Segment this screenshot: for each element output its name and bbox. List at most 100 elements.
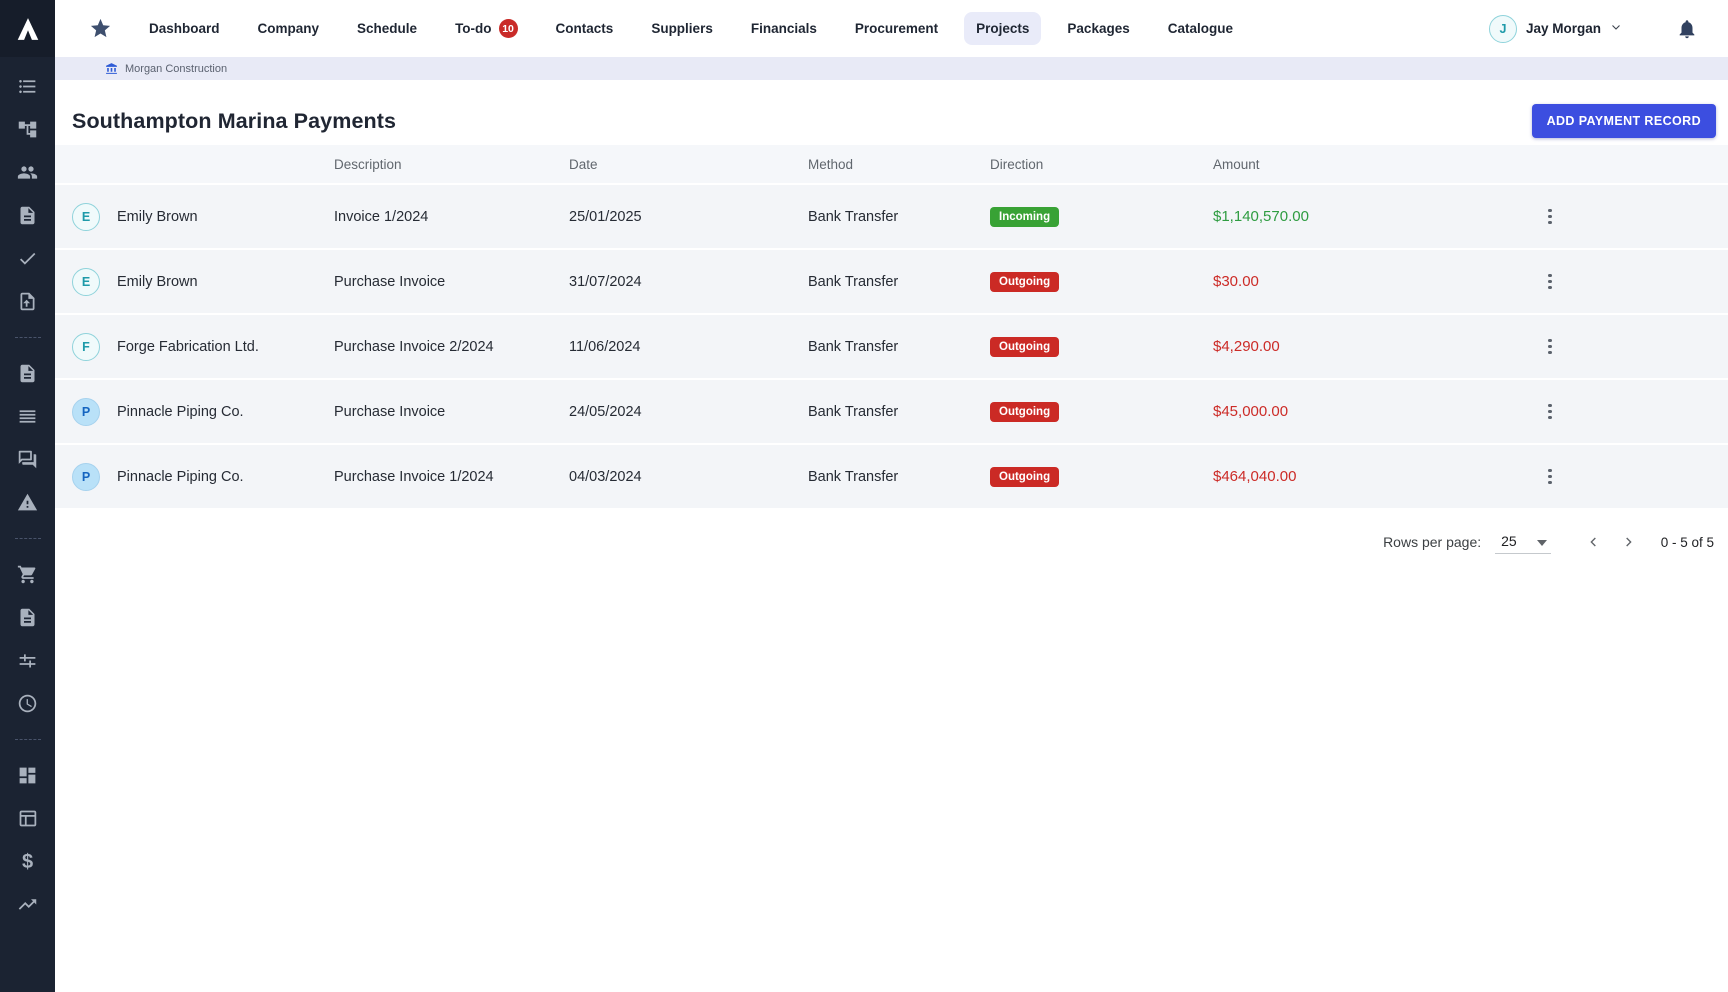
sidebar-item-warning[interactable] bbox=[0, 481, 55, 524]
chevron-right-icon bbox=[1625, 537, 1632, 547]
nav-item-label: Projects bbox=[976, 21, 1030, 36]
description-cell: Invoice 1/2024 bbox=[334, 208, 429, 225]
actions-cell bbox=[1500, 398, 1728, 426]
chevron-down-icon bbox=[1610, 20, 1622, 38]
row-menu-button[interactable] bbox=[1536, 398, 1564, 426]
table-row[interactable]: F Forge Fabrication Ltd. Purchase Invoice … bbox=[55, 315, 1728, 380]
direction-badge: Outgoing bbox=[990, 401, 1060, 422]
table-row[interactable]: P Pinnacle Piping Co. Purchase Invoice 24/0… bbox=[55, 380, 1728, 445]
nav-item-financials[interactable]: Financials bbox=[739, 12, 829, 45]
method-cell: Bank Transfer bbox=[808, 338, 899, 355]
nav-item-schedule[interactable]: Schedule bbox=[345, 12, 429, 45]
sidebar-item-people[interactable] bbox=[0, 151, 55, 194]
nav-item-label: Catalogue bbox=[1167, 21, 1233, 36]
trending-up-icon bbox=[18, 899, 37, 910]
notifications-button[interactable] bbox=[1676, 18, 1698, 40]
row-menu-button[interactable] bbox=[1536, 268, 1564, 296]
todo-count-badge: 10 bbox=[498, 19, 518, 38]
nav-item-contacts[interactable]: Contacts bbox=[544, 12, 626, 45]
nav-item-to-do[interactable]: To-do 10 bbox=[443, 10, 529, 47]
direction-cell: Outgoing bbox=[990, 401, 1213, 422]
actions-cell bbox=[1500, 333, 1728, 361]
sidebar-item-cart[interactable] bbox=[0, 553, 55, 596]
cart-icon bbox=[17, 565, 36, 584]
sidebar-item-tune[interactable] bbox=[0, 639, 55, 682]
sidebar-item-clock[interactable] bbox=[0, 682, 55, 725]
date-cell: 25/01/2025 bbox=[569, 208, 642, 225]
chat-icon bbox=[18, 450, 37, 469]
payee-cell: E Emily Brown bbox=[72, 202, 334, 231]
row-menu-button[interactable] bbox=[1536, 333, 1564, 361]
nav-item-projects[interactable]: Projects bbox=[964, 12, 1042, 45]
clock-icon bbox=[18, 694, 37, 713]
payee-avatar: E bbox=[72, 267, 100, 296]
kebab-dot bbox=[1548, 285, 1552, 290]
sidebar-item-document[interactable] bbox=[0, 352, 55, 395]
document-icon bbox=[20, 364, 35, 383]
nav-item-suppliers[interactable]: Suppliers bbox=[639, 12, 725, 45]
kebab-dot bbox=[1548, 403, 1552, 408]
previous-page-button[interactable] bbox=[1577, 525, 1611, 559]
sidebar-item-file-upload[interactable] bbox=[0, 280, 55, 323]
nav-item-packages[interactable]: Packages bbox=[1055, 12, 1141, 45]
date-cell: 11/06/2024 bbox=[569, 338, 641, 355]
header-date: Date bbox=[569, 156, 598, 172]
date-cell: 31/07/2024 bbox=[569, 273, 642, 290]
table-row[interactable]: P Pinnacle Piping Co. Purchase Invoice 1/2… bbox=[55, 445, 1728, 510]
sidebar-item-hierarchy[interactable] bbox=[0, 108, 55, 151]
app-logo[interactable] bbox=[0, 0, 55, 57]
sidebar-item-trending-up[interactable] bbox=[0, 883, 55, 926]
breadcrumb-company[interactable]: Morgan Construction bbox=[105, 62, 227, 75]
sidebar-item-dollar[interactable]: $ bbox=[0, 840, 55, 883]
sidebar-divider bbox=[14, 538, 41, 539]
sidebar-divider bbox=[14, 739, 41, 740]
sidebar-item-list[interactable] bbox=[0, 65, 55, 108]
breadcrumb-label: Morgan Construction bbox=[125, 62, 228, 75]
breadcrumb: Morgan Construction bbox=[55, 57, 1728, 80]
next-page-button[interactable] bbox=[1611, 525, 1645, 559]
sidebar-item-chat[interactable] bbox=[0, 438, 55, 481]
kebab-dot bbox=[1548, 220, 1552, 225]
rows-per-page-value: 25 bbox=[1501, 532, 1517, 549]
table-row[interactable]: E Emily Brown Purchase Invoice 31/07/2024 Ba… bbox=[55, 250, 1728, 315]
row-menu-button[interactable] bbox=[1536, 203, 1564, 231]
direction-badge: Incoming bbox=[990, 206, 1060, 227]
favorites-button[interactable] bbox=[85, 14, 115, 44]
sidebar-divider bbox=[14, 337, 41, 338]
row-menu-button[interactable] bbox=[1536, 463, 1564, 491]
kebab-dot bbox=[1548, 468, 1552, 473]
sidebar: $ bbox=[0, 0, 55, 992]
table-row[interactable]: E Emily Brown Invoice 1/2024 25/01/2025 Bank… bbox=[55, 185, 1728, 250]
pagination-range: 0 - 5 of 5 bbox=[1660, 534, 1714, 550]
sidebar-item-dashboard[interactable] bbox=[0, 754, 55, 797]
direction-cell: Incoming bbox=[990, 206, 1213, 227]
header-direction: Direction bbox=[990, 156, 1044, 172]
payee-name: Emily Brown bbox=[117, 208, 198, 225]
sidebar-item-check[interactable] bbox=[0, 237, 55, 280]
user-menu[interactable]: J Jay Morgan bbox=[1488, 14, 1622, 43]
nav-item-catalogue[interactable]: Catalogue bbox=[1156, 12, 1245, 45]
rows-per-page-label: Rows per page: bbox=[1383, 534, 1482, 550]
payee-name: Pinnacle Piping Co. bbox=[117, 468, 244, 485]
add-payment-record-button[interactable]: ADD PAYMENT RECORD bbox=[1531, 104, 1716, 138]
rows-per-page-select[interactable]: 25 bbox=[1495, 531, 1551, 554]
direction-badge: Outgoing bbox=[990, 466, 1060, 487]
dollar-icon: $ bbox=[21, 850, 34, 873]
payee-cell: P Pinnacle Piping Co. bbox=[72, 397, 334, 426]
nav-item-procurement[interactable]: Procurement bbox=[843, 12, 950, 45]
top-navigation-bar: Dashboard Company Schedule To-do 10 Contacts S… bbox=[55, 0, 1728, 57]
sidebar-item-table[interactable] bbox=[0, 797, 55, 840]
nav-item-dashboard[interactable]: Dashboard bbox=[137, 12, 232, 45]
nav-item-company[interactable]: Company bbox=[246, 12, 332, 45]
payee-name: Emily Brown bbox=[117, 273, 198, 290]
nav-item-label: Financials bbox=[750, 21, 817, 36]
sidebar-item-reorder[interactable] bbox=[0, 395, 55, 438]
sidebar-item-document[interactable] bbox=[0, 194, 55, 237]
kebab-dot bbox=[1548, 350, 1552, 355]
file-upload-icon bbox=[20, 292, 35, 311]
direction-cell: Outgoing bbox=[990, 466, 1213, 487]
sidebar-item-document[interactable] bbox=[0, 596, 55, 639]
nav-item-label: Company bbox=[257, 21, 320, 36]
bell-icon bbox=[1679, 19, 1695, 38]
